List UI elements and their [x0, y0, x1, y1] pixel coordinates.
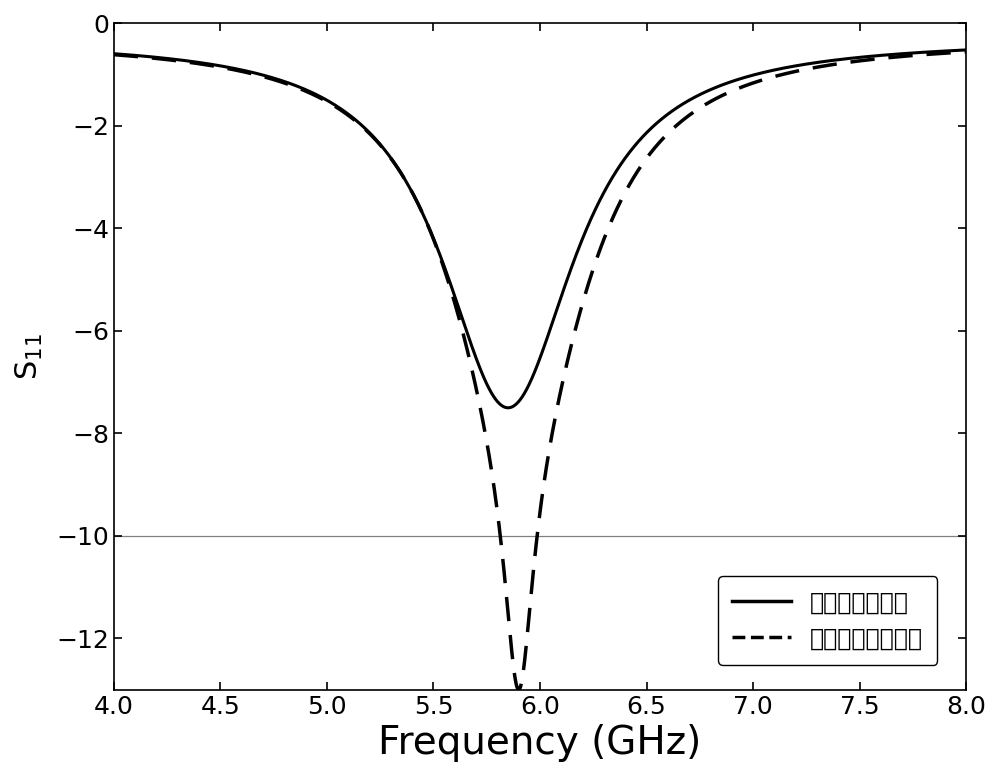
等离子体全激励: [502, 404, 514, 413]
等离子体全不激励: [934, 49, 946, 58]
等离子体全不激励: [727, 86, 739, 95]
X-axis label: Frequency (GHz): Frequency (GHz): [378, 724, 702, 762]
等离子体全激励: [513, 397, 525, 406]
等离子体全不激励: [466, 365, 478, 374]
等离子体全激励: [727, 76, 739, 85]
Legend: 等离子体全激励, 等离子体全不激励: 等离子体全激励, 等离子体全不激励: [718, 577, 937, 664]
等离子体全激励: [934, 47, 946, 56]
等离子体全激励: [466, 342, 478, 352]
等离子体全不激励: [513, 685, 525, 695]
Y-axis label: $\mathrm{S}_{11}$: $\mathrm{S}_{11}$: [14, 333, 45, 380]
等离子体全不激励: [513, 685, 525, 695]
等离子体全激励: [892, 50, 904, 59]
Line: 等离子体全激励: 等离子体全激励: [114, 50, 966, 408]
等离子体全不激励: [108, 50, 120, 59]
等离子体全不激励: [960, 47, 972, 57]
等离子体全激励: [108, 49, 120, 58]
等离子体全不激励: [473, 396, 485, 405]
等离子体全不激励: [892, 52, 904, 61]
等离子体全激励: [960, 45, 972, 54]
等离子体全激励: [473, 360, 485, 369]
Line: 等离子体全不激励: 等离子体全不激励: [114, 52, 966, 690]
